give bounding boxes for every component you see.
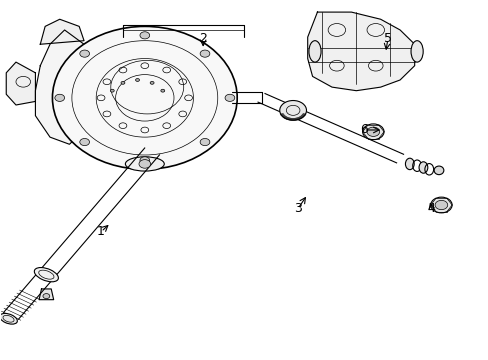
Ellipse shape <box>410 41 422 62</box>
Circle shape <box>161 89 164 92</box>
Polygon shape <box>6 62 35 105</box>
Circle shape <box>80 139 89 145</box>
Ellipse shape <box>418 162 427 173</box>
Text: 6: 6 <box>359 123 367 136</box>
Ellipse shape <box>405 158 413 170</box>
Polygon shape <box>307 12 414 91</box>
Circle shape <box>430 197 451 213</box>
Circle shape <box>43 294 50 298</box>
Circle shape <box>80 50 89 57</box>
Circle shape <box>200 50 209 57</box>
Circle shape <box>110 89 114 92</box>
Polygon shape <box>39 289 54 300</box>
Polygon shape <box>35 30 108 144</box>
Text: 1: 1 <box>97 225 105 238</box>
Circle shape <box>362 124 383 140</box>
Text: 2: 2 <box>199 32 207 45</box>
Ellipse shape <box>125 157 164 171</box>
Ellipse shape <box>34 267 58 282</box>
Circle shape <box>150 81 154 84</box>
Ellipse shape <box>433 166 443 175</box>
Text: 3: 3 <box>293 202 301 215</box>
Circle shape <box>200 139 209 145</box>
Text: 5: 5 <box>383 32 391 45</box>
Circle shape <box>140 32 149 39</box>
Circle shape <box>55 94 64 102</box>
Ellipse shape <box>0 314 18 324</box>
Circle shape <box>121 81 124 84</box>
Ellipse shape <box>52 26 237 169</box>
Circle shape <box>366 127 379 136</box>
Circle shape <box>140 157 149 164</box>
Ellipse shape <box>308 41 321 62</box>
Text: 4: 4 <box>427 202 435 215</box>
Circle shape <box>434 201 447 210</box>
Circle shape <box>135 78 139 81</box>
Ellipse shape <box>279 100 306 120</box>
Polygon shape <box>40 19 84 44</box>
Circle shape <box>224 94 234 102</box>
Circle shape <box>139 159 150 168</box>
